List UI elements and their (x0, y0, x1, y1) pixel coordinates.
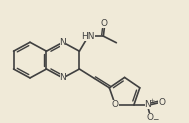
Text: +: + (149, 98, 155, 103)
Text: −: − (152, 115, 158, 123)
Text: O: O (101, 19, 108, 28)
Text: HN: HN (82, 32, 95, 41)
Text: O: O (112, 100, 119, 109)
Text: N: N (145, 100, 151, 109)
Text: N: N (60, 73, 66, 82)
Text: O: O (146, 113, 153, 122)
Text: N: N (60, 38, 66, 47)
Text: O: O (159, 98, 166, 107)
